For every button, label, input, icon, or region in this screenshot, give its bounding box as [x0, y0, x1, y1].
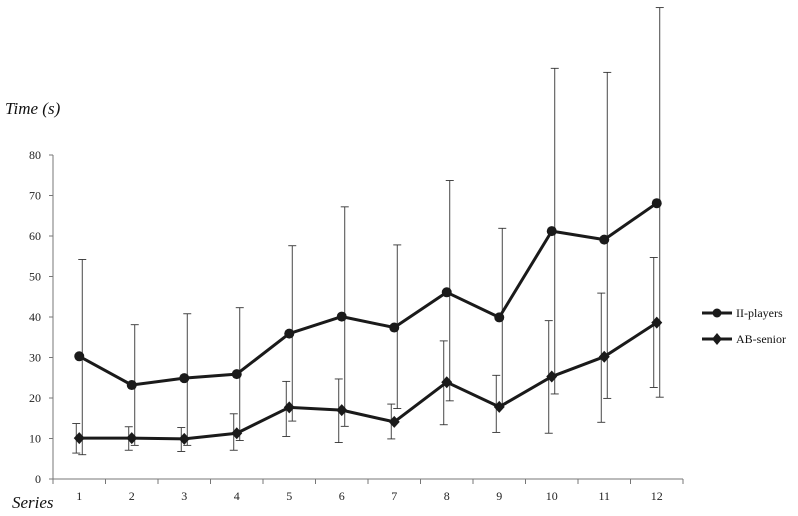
x-tick-label: 4	[234, 489, 240, 503]
legend: II-players AB-senior	[702, 306, 786, 346]
x-tick-label: 9	[496, 489, 502, 503]
data-point-ab-senior	[493, 400, 505, 413]
data-point-ii-players	[389, 322, 400, 333]
data-point-ii-players	[546, 226, 557, 237]
legend-circle-marker-icon	[712, 308, 722, 318]
y-tick-label: 50	[29, 270, 41, 284]
data-point-ii-players	[336, 311, 347, 322]
x-tick-label: 2	[129, 489, 135, 503]
series-line-ab-senior	[79, 321, 658, 441]
data-point-ab-senior	[441, 376, 453, 389]
x-tick-label: 6	[339, 489, 345, 503]
legend-item-ii-players: II-players	[702, 306, 783, 320]
legend-diamond-marker-icon	[712, 333, 722, 345]
y-tick-label: 20	[29, 391, 41, 405]
y-tick-label: 10	[29, 432, 41, 446]
legend-item-ab-senior: AB-senior	[702, 332, 786, 346]
series-line-ii-players	[78, 201, 658, 387]
y-tick-label: 60	[29, 229, 41, 243]
data-point-ab-senior	[598, 350, 610, 363]
data-point-ii-players	[284, 328, 295, 339]
data-point-ab-senior	[178, 432, 190, 445]
data-point-ab-senior	[126, 432, 138, 445]
x-tick-label: 3	[181, 489, 187, 503]
y-tick-label: 80	[29, 148, 41, 162]
legend-label-ab-senior: AB-senior	[736, 332, 786, 346]
series-markers	[73, 198, 663, 445]
x-tick-label: 10	[546, 489, 558, 503]
x-tick-label: 11	[598, 489, 610, 503]
x-tick-label: 7	[391, 489, 397, 503]
data-point-ab-senior	[283, 401, 295, 414]
data-point-ii-players	[494, 312, 505, 323]
data-point-ab-senior	[336, 404, 348, 417]
x-tick-label: 1	[76, 489, 82, 503]
data-point-ii-players	[651, 198, 662, 209]
y-tick-label: 30	[29, 351, 41, 365]
y-axis-ticks: 0 10 20 30 40 50 60 70 80	[29, 148, 53, 486]
data-point-ab-senior	[73, 432, 85, 445]
data-point-ii-players	[126, 380, 137, 391]
y-tick-label: 40	[29, 310, 41, 324]
data-point-ab-senior	[651, 316, 663, 329]
data-point-ii-players	[231, 369, 242, 380]
x-tick-label: 5	[286, 489, 292, 503]
data-point-ab-senior	[231, 427, 243, 440]
data-point-ii-players	[74, 351, 85, 362]
data-point-ii-players	[179, 373, 190, 384]
y-tick-label: 70	[29, 189, 41, 203]
data-point-ab-senior	[546, 370, 558, 383]
data-point-ii-players	[441, 287, 452, 298]
series-lines	[78, 201, 658, 441]
x-axis-title: Series	[12, 493, 54, 512]
error-bars	[72, 7, 664, 456]
data-point-ii-players	[599, 234, 610, 245]
y-axis-title: Time (s)	[5, 99, 61, 118]
x-axis-ticks: 1 2 3 4 5 6 7 8 9 10 11 12	[52, 479, 684, 503]
x-tick-label: 8	[444, 489, 450, 503]
legend-label-ii-players: II-players	[736, 306, 783, 320]
y-tick-label: 0	[35, 472, 41, 486]
data-point-ab-senior	[388, 415, 400, 428]
x-tick-label: 12	[651, 489, 663, 503]
